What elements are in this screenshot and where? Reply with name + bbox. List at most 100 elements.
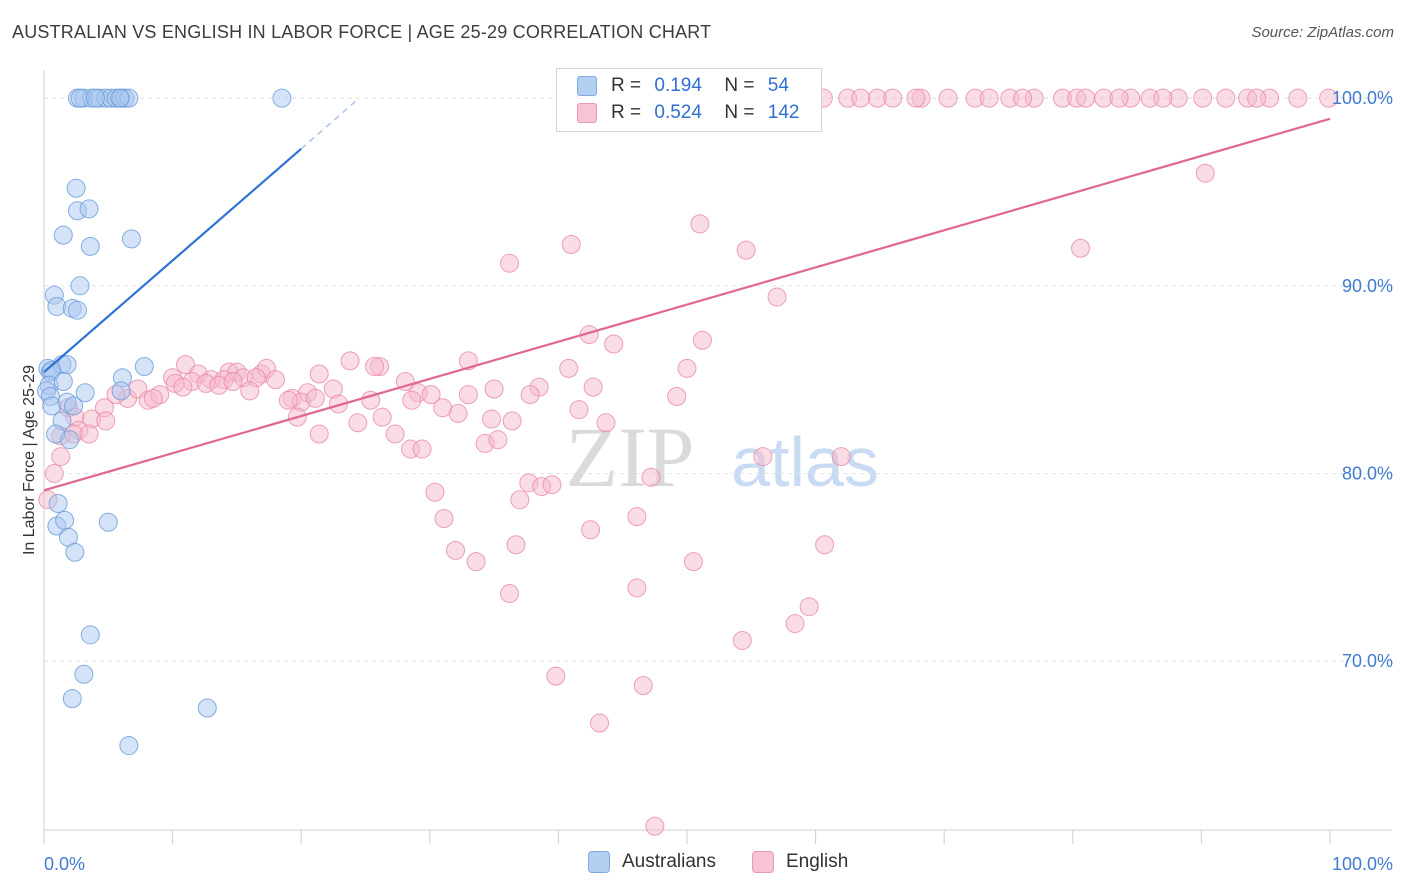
english-point — [466, 552, 486, 572]
english-point — [278, 390, 298, 410]
english-point — [309, 424, 329, 444]
english-point — [433, 398, 453, 418]
english-point — [785, 614, 805, 634]
english-point — [542, 475, 562, 495]
english-point — [223, 372, 243, 392]
australians-point — [80, 236, 100, 256]
australians-point — [197, 698, 217, 718]
english-point — [604, 334, 624, 354]
english-point — [143, 388, 163, 408]
legend-n-label: N = — [724, 102, 760, 123]
english-trend-line — [43, 117, 1331, 492]
english-point — [385, 424, 405, 444]
english-point — [488, 430, 508, 450]
english-point — [641, 467, 661, 487]
legend-r-value: 0.524 — [654, 102, 702, 123]
australians-point — [74, 664, 94, 684]
english-point — [1193, 88, 1213, 108]
australians-point — [272, 88, 292, 108]
australians-trend-line — [43, 147, 302, 373]
legend-item-australians[interactable]: Australians — [588, 851, 716, 873]
english-point — [44, 463, 64, 483]
legend-row-english: R = 0.524 N = 142 — [577, 100, 799, 126]
english-point — [51, 447, 71, 467]
australians-point — [80, 625, 100, 645]
tick-labels: 70.0% 80.0% 90.0% 100.0% 0.0% 100.0% — [44, 88, 1393, 874]
australians-point — [119, 736, 139, 756]
australians-point — [66, 178, 86, 198]
english-point — [305, 388, 325, 408]
australians-point — [53, 372, 73, 392]
english-point — [348, 413, 368, 433]
watermark-atlas: atlas — [731, 423, 879, 501]
english-point — [240, 381, 260, 401]
english-point — [1076, 88, 1096, 108]
watermark: ZIP atlas — [566, 409, 879, 505]
x-tick-label: 0.0% — [44, 854, 85, 874]
english-point — [799, 597, 819, 617]
english-point — [365, 356, 385, 376]
australians-legend-label: Australians — [622, 851, 716, 872]
english-point — [683, 552, 703, 572]
trend-lines — [43, 97, 1331, 492]
english-point — [434, 508, 454, 528]
english-point — [906, 88, 926, 108]
english-legend-label: English — [786, 851, 849, 872]
y-tick-label: 100.0% — [1332, 88, 1393, 108]
english-point — [96, 411, 116, 431]
legend-n-value: 54 — [767, 75, 789, 96]
chart-title: AUSTRALIAN VS ENGLISH IN LABOR FORCE | A… — [12, 22, 712, 42]
legend-r-value: 0.194 — [654, 75, 702, 96]
english-point — [690, 214, 710, 234]
australians-point — [55, 510, 75, 530]
x-tick-label: 100.0% — [1332, 854, 1393, 874]
english-point — [482, 409, 502, 429]
legend-item-english[interactable]: English — [752, 851, 848, 873]
english-point — [667, 387, 687, 407]
english-point — [446, 540, 466, 560]
english-point — [627, 578, 647, 598]
english-point — [732, 630, 752, 650]
english-point — [484, 379, 504, 399]
english-point — [520, 385, 540, 405]
english-point — [1109, 88, 1129, 108]
english-point — [372, 407, 392, 427]
english-point — [500, 584, 520, 604]
australians-point — [79, 199, 99, 219]
english-point — [328, 394, 348, 414]
english-point — [561, 235, 581, 255]
australians-point — [64, 396, 84, 416]
english-point — [500, 253, 520, 273]
english-point — [596, 413, 616, 433]
english-point — [340, 351, 360, 371]
australians-point — [98, 512, 118, 532]
english-point — [938, 88, 958, 108]
english-point — [979, 88, 999, 108]
australians-legend-swatch — [588, 851, 610, 873]
english-point — [1013, 88, 1033, 108]
legend-n-value: 142 — [767, 102, 800, 123]
english-point — [395, 372, 415, 392]
english-point — [502, 411, 522, 431]
english-point — [645, 816, 665, 836]
english-point — [1247, 88, 1267, 108]
english-point — [1319, 88, 1339, 108]
australians-point — [53, 225, 73, 245]
english-point — [1071, 238, 1091, 258]
english-point — [815, 535, 835, 555]
legend-row-australians: R = 0.194 N = 54 — [577, 73, 789, 99]
english-point — [883, 88, 903, 108]
stats-legend: R = 0.194 N = 54 R = 0.524 N = 142 — [556, 68, 822, 132]
australians-point — [67, 300, 87, 320]
australians-swatch — [577, 76, 597, 96]
english-point — [583, 377, 603, 397]
axes — [43, 70, 1392, 844]
english-point — [79, 424, 99, 444]
english-point — [425, 482, 445, 502]
english-point — [633, 676, 653, 696]
english-point — [851, 88, 871, 108]
english-point — [1195, 163, 1215, 183]
australians-point — [110, 88, 130, 108]
english-point — [510, 490, 530, 510]
